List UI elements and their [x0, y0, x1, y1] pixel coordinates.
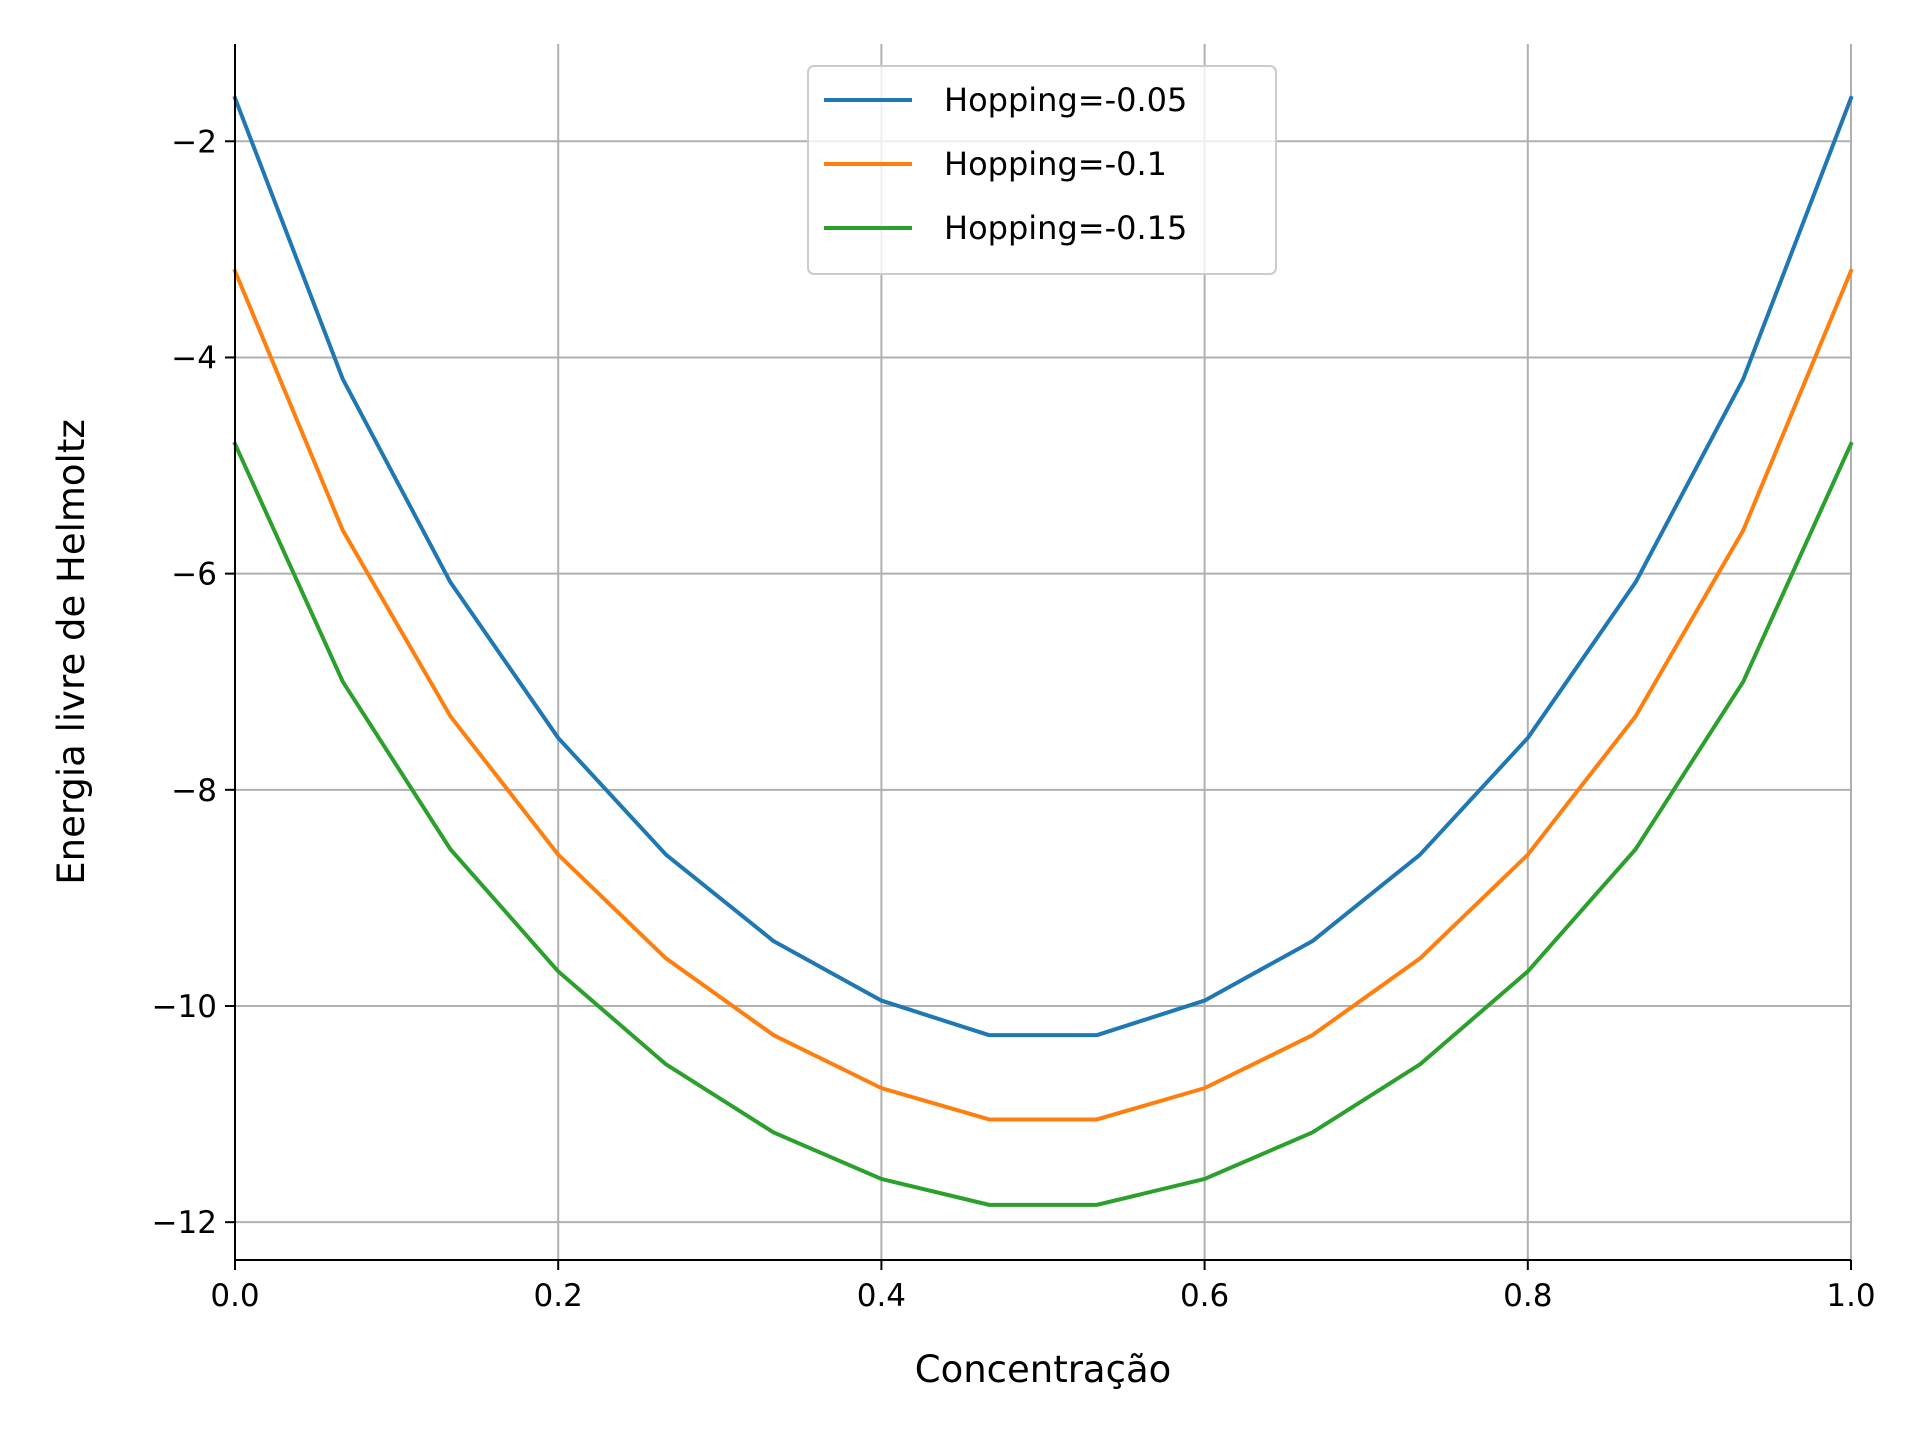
- axes: 0.0 0.2 0.4 0.6 0.8 1.0 −2 −4 −6 −8 −10 −12 Concentr…: [50, 44, 1876, 1391]
- y-tick-label-4: −10: [152, 989, 217, 1025]
- series-line-1: [232, 268, 1854, 1122]
- y-tick-label-0: −2: [171, 124, 217, 160]
- series-lines: [232, 95, 1854, 1207]
- series-line-2: [232, 441, 1854, 1207]
- x-tick-label-2: 0.4: [857, 1278, 906, 1314]
- legend-label-0: Hopping=-0.05: [944, 81, 1187, 119]
- legend-label-1: Hopping=-0.1: [944, 145, 1167, 183]
- y-tick-label-1: −4: [171, 340, 217, 376]
- legend: Hopping=-0.05 Hopping=-0.1 Hopping=-0.15: [807, 65, 1277, 275]
- x-tick-label-5: 1.0: [1826, 1278, 1875, 1314]
- y-axis-label: Energia livre de Helmoltz: [50, 419, 93, 885]
- x-tick-label-1: 0.2: [534, 1278, 583, 1314]
- legend-box: [807, 65, 1277, 275]
- x-tick-label-3: 0.6: [1180, 1278, 1229, 1314]
- y-tick-label-2: −6: [171, 557, 217, 593]
- y-tick-label-3: −8: [171, 773, 217, 809]
- y-tick-label-5: −12: [152, 1205, 217, 1241]
- x-tick-label-0: 0.0: [210, 1278, 259, 1314]
- series-line-0: [232, 95, 1854, 1038]
- legend-label-2: Hopping=-0.15: [944, 209, 1187, 247]
- x-axis-label: Concentração: [915, 1348, 1172, 1391]
- x-tick-label-4: 0.8: [1503, 1278, 1552, 1314]
